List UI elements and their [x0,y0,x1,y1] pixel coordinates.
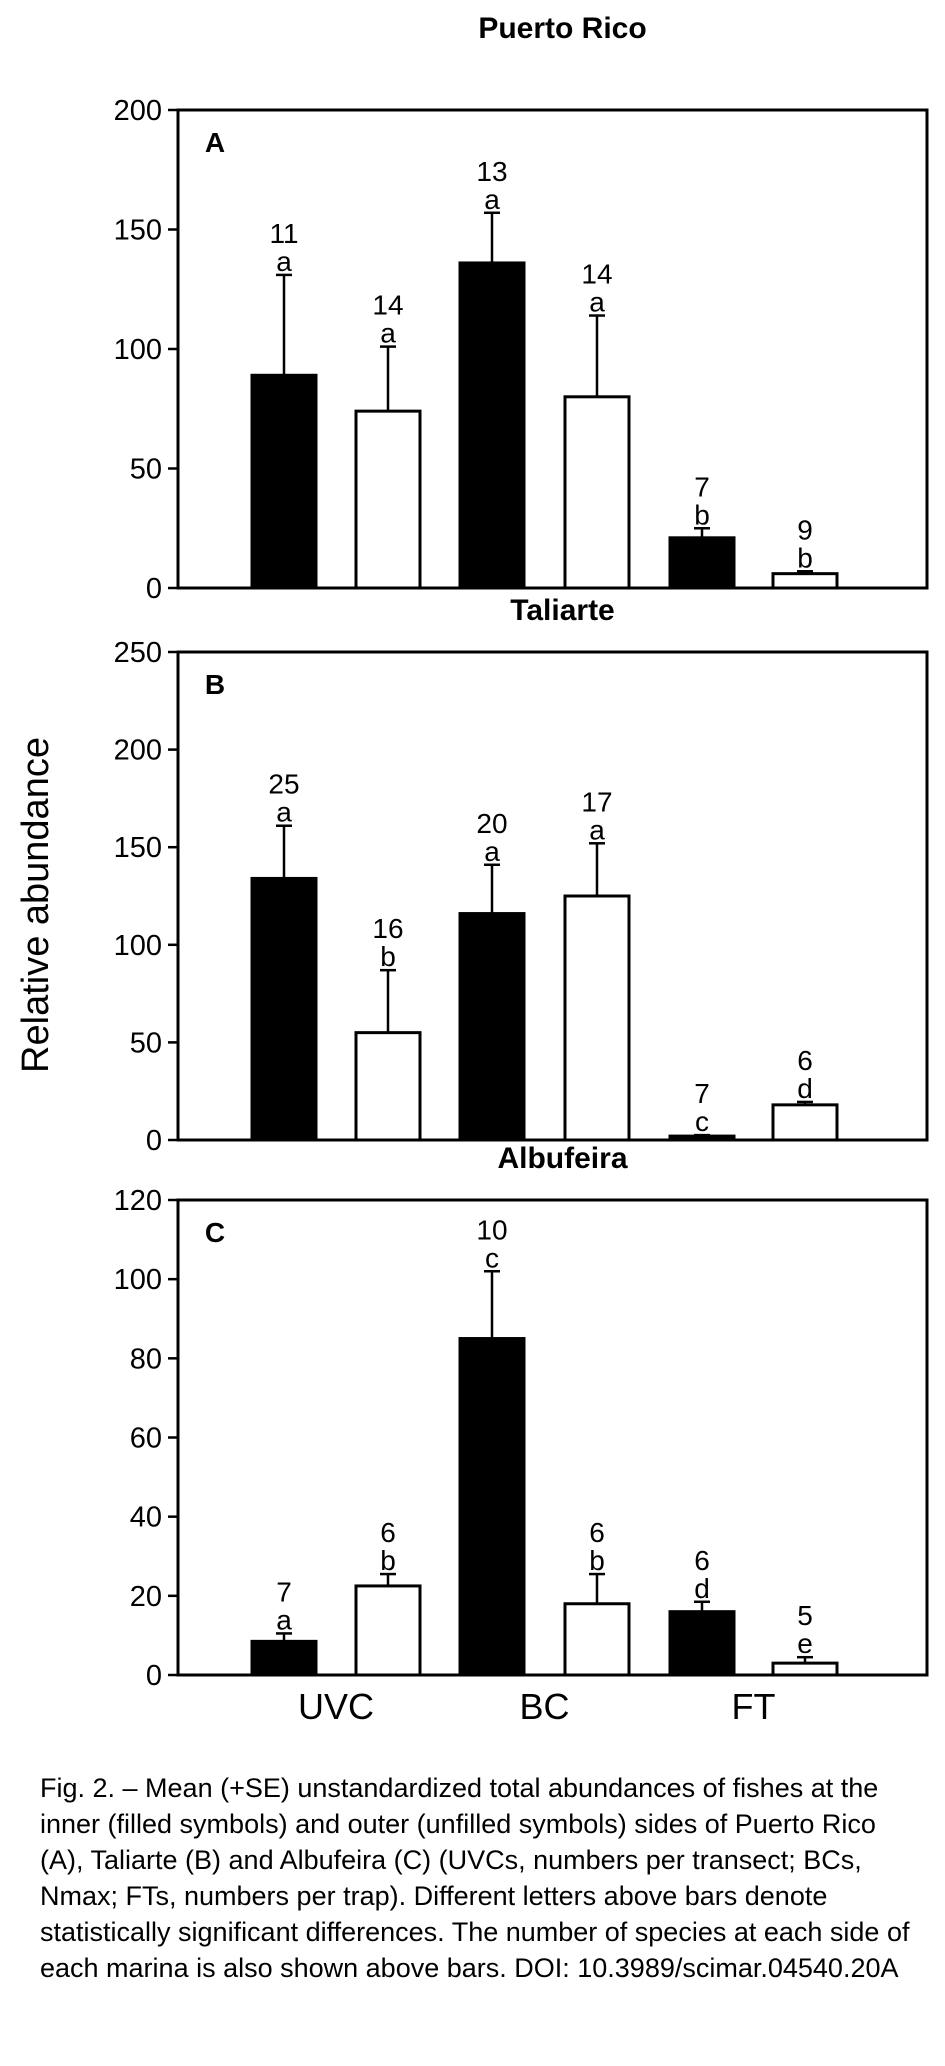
significance-letter: c [485,1242,499,1273]
y-tick-label: 150 [114,832,162,864]
significance-letter: a [484,836,500,867]
significance-letter: a [380,318,396,349]
significance-letter: e [797,1628,813,1659]
panel-label: C [205,1217,225,1248]
species-count: 14 [581,259,612,290]
panel-title: Taliarte [510,594,615,627]
species-count: 20 [476,808,507,839]
bar-inner [458,912,526,1142]
y-tick-label: 200 [114,735,162,767]
bar-inner [458,1337,526,1677]
y-tick-label: 100 [114,930,162,962]
significance-letter: a [484,184,500,215]
species-count: 7 [276,1576,292,1607]
bar-inner [250,1639,318,1677]
species-count: 6 [797,1045,813,1076]
species-count: 10 [476,1214,507,1245]
significance-letter: c [695,1106,709,1137]
species-count: 7 [694,1078,710,1109]
x-category-label: BC [519,1686,569,1720]
significance-letter: d [694,1573,710,1604]
y-tick-label: 100 [114,334,162,366]
bar-inner [458,261,526,590]
bar-outer [354,1031,422,1142]
bar-outer [563,894,631,1142]
species-count: 13 [476,156,507,187]
panel-c: AlbufeiraC020406080100120a7c10d6b6b6e5UV… [114,1142,929,1720]
significance-letter: a [589,287,605,318]
species-count: 6 [380,1517,396,1548]
y-tick-label: 0 [146,573,162,605]
plot-frame [176,650,929,1142]
significance-letter: a [276,797,292,828]
bar-outer [563,1602,631,1677]
panel-title: Puerto Rico [478,12,646,45]
significance-letter: b [380,941,396,972]
x-category-label: FT [732,1686,776,1720]
y-tick-label: 60 [130,1423,162,1455]
species-count: 6 [589,1517,605,1548]
significance-letter: b [589,1545,605,1576]
y-tick-label: 200 [114,95,162,127]
species-count: 25 [268,769,299,800]
y-tick-label: 40 [130,1502,162,1534]
bar-outer [354,409,422,590]
species-count: 16 [372,913,403,944]
y-tick-label: 100 [114,1264,162,1296]
species-count: 9 [797,514,813,545]
bar-inner [668,536,736,590]
x-category-label: UVC [298,1686,374,1720]
species-count: 17 [581,786,612,817]
y-tick-label: 50 [130,1027,162,1059]
significance-letter: b [797,542,813,573]
significance-letter: a [589,814,605,845]
y-tick-label: 50 [130,454,162,486]
y-tick-label: 250 [114,637,162,669]
y-tick-label: 120 [114,1185,162,1217]
significance-letter: a [276,1604,292,1635]
panel-label: A [205,127,225,158]
species-count: 7 [694,471,710,502]
y-tick-label: 150 [114,215,162,247]
y-tick-label: 20 [130,1581,162,1613]
bar-outer [354,1584,422,1677]
y-tick-label: 0 [146,1660,162,1692]
significance-letter: b [694,499,710,530]
panel-label: B [205,669,225,700]
bar-inner [668,1610,736,1677]
significance-letter: d [797,1073,813,1104]
species-count: 6 [694,1545,710,1576]
significance-letter: b [380,1545,396,1576]
bar-outer [771,1103,839,1142]
figure: Relative abundance Puerto RicoA050100150… [15,12,929,1720]
species-count: 14 [372,290,403,321]
panel-title: Albufeira [497,1142,627,1175]
bar-inner [250,373,318,590]
y-tick-label: 80 [130,1343,162,1375]
species-count: 5 [797,1600,813,1631]
significance-letter: a [276,246,292,277]
bar-inner [250,876,318,1142]
bar-outer [771,1661,839,1677]
species-count: 11 [269,218,298,249]
y-tick-label: 0 [146,1125,162,1157]
y-axis-label: Relative abundance [15,737,57,1073]
bar-outer [771,572,839,590]
bar-outer [563,395,631,590]
figure-caption: Fig. 2. – Mean (+SE) unstandardized tota… [40,1773,910,1983]
